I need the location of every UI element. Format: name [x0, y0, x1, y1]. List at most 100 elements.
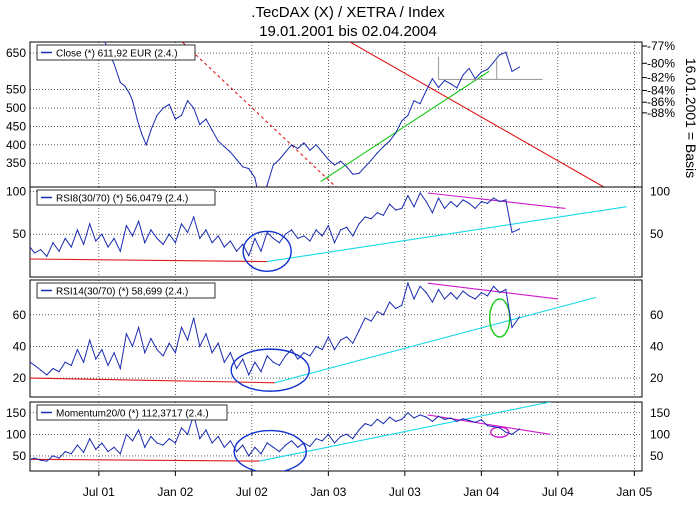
- data-point-rsi8: [46, 255, 48, 258]
- data-point-momentum: [107, 450, 109, 453]
- data-point-price: [419, 103, 421, 105]
- data-point-rsi14: [437, 288, 440, 291]
- data-point-momentum: [254, 446, 256, 448]
- data-point-price: [303, 142, 305, 144]
- data-point-momentum: [321, 440, 323, 442]
- highlight-ellipse-green: [489, 298, 511, 338]
- data-point-rsi14: [486, 295, 489, 297]
- data-point-price: [407, 114, 409, 117]
- data-point-rsi8: [266, 231, 268, 234]
- data-point-rsi8: [82, 243, 85, 246]
- data-point-rsi8: [33, 252, 36, 254]
- data-point-momentum: [248, 455, 250, 457]
- trend-line-cyan: [274, 296, 597, 384]
- data-point-rsi14: [321, 348, 323, 351]
- data-point-price: [395, 132, 397, 134]
- data-point-price: [370, 159, 372, 161]
- data-point-rsi14: [217, 342, 219, 344]
- data-point-momentum: [131, 440, 134, 442]
- data-point-rsi8: [462, 199, 464, 201]
- y-tick-label: 40: [13, 339, 27, 353]
- y-tick-label: 100: [6, 184, 26, 198]
- data-point-rsi14: [242, 358, 244, 360]
- data-point-price: [333, 164, 336, 166]
- trend-line-red: [30, 458, 260, 462]
- data-point-rsi14: [407, 282, 409, 284]
- y-tick-label: 400: [6, 138, 26, 152]
- trend-line-cyan: [267, 206, 627, 263]
- data-point-momentum: [125, 433, 127, 435]
- data-point-rsi14: [211, 352, 213, 354]
- data-point-rsi8: [76, 229, 79, 231]
- data-point-rsi8: [519, 228, 521, 230]
- panel-frame: [29, 279, 643, 398]
- data-point-rsi8: [119, 250, 121, 252]
- y-right-tick-label: -80%: [647, 56, 675, 70]
- data-point-rsi8: [468, 202, 470, 204]
- data-point-momentum: [401, 418, 403, 420]
- trend-line-cyan: [259, 402, 551, 462]
- data-point-momentum: [468, 419, 470, 422]
- data-point-momentum: [364, 422, 366, 425]
- data-point-rsi8: [101, 233, 103, 235]
- data-point-momentum: [260, 453, 262, 455]
- data-point-rsi14: [376, 311, 378, 313]
- highlight-ellipse-blue: [230, 348, 310, 392]
- data-point-rsi8: [505, 199, 507, 201]
- data-point-rsi8: [229, 240, 232, 242]
- data-point-rsi8: [205, 229, 207, 231]
- data-point-rsi8: [40, 248, 42, 251]
- data-point-price: [382, 146, 385, 148]
- trend-line-red: [30, 377, 275, 384]
- data-point-rsi8: [70, 246, 72, 248]
- data-point-momentum: [138, 429, 140, 431]
- data-point-momentum: [339, 435, 342, 438]
- data-point-rsi8: [30, 246, 31, 248]
- data-point-momentum: [89, 438, 91, 440]
- data-point-momentum: [217, 435, 219, 438]
- data-point-rsi14: [180, 326, 183, 329]
- data-point-rsi14: [291, 348, 293, 351]
- data-point-momentum: [30, 458, 31, 460]
- data-point-rsi14: [505, 288, 507, 291]
- data-point-momentum: [162, 444, 164, 446]
- data-point-price: [186, 100, 189, 102]
- data-point-price: [199, 123, 201, 126]
- chart-subtitle: 19.01.2001 bis 02.04.2004: [259, 23, 437, 40]
- y-right-tick-label: 50: [650, 449, 664, 463]
- data-point-rsi8: [425, 200, 427, 203]
- data-point-rsi14: [174, 352, 176, 354]
- data-point-rsi8: [278, 242, 280, 244]
- data-point-rsi14: [358, 329, 360, 332]
- data-point-price: [358, 172, 360, 175]
- data-point-rsi14: [52, 367, 54, 370]
- data-point-rsi14: [229, 352, 232, 354]
- data-point-rsi8: [144, 242, 146, 244]
- data-point-rsi14: [339, 339, 342, 341]
- data-point-rsi14: [388, 301, 391, 303]
- data-point-rsi14: [370, 320, 372, 322]
- panel-price: 350 400 450 500 550 650 -77% -80%-82%-84%-86%-8…: [6, 39, 675, 188]
- data-point-rsi8: [413, 206, 415, 208]
- data-point-price: [217, 140, 219, 142]
- data-point-momentum: [499, 427, 501, 429]
- data-point-momentum: [168, 438, 170, 440]
- y-right-tick-label: -88%: [647, 106, 675, 120]
- data-point-momentum: [407, 412, 409, 414]
- y-right-tick-label: -82%: [647, 71, 675, 85]
- data-point-momentum: [395, 420, 397, 423]
- data-point-rsi8: [186, 231, 189, 234]
- legend-text: Momentum20/0 (*) 112,3717 (2.4.): [56, 409, 209, 420]
- data-point-momentum: [199, 438, 201, 440]
- data-point-rsi8: [346, 226, 348, 228]
- data-point-momentum: [95, 448, 97, 451]
- data-point-rsi14: [260, 371, 262, 373]
- data-point-momentum: [70, 453, 72, 455]
- highlight-ellipse-blue: [242, 230, 292, 272]
- data-point-rsi14: [144, 352, 146, 354]
- y-tick-label: 100: [6, 427, 26, 441]
- data-point-price: [401, 120, 403, 122]
- panel-content: [104, 42, 605, 187]
- data-point-rsi14: [511, 326, 513, 329]
- data-point-momentum: [284, 444, 287, 446]
